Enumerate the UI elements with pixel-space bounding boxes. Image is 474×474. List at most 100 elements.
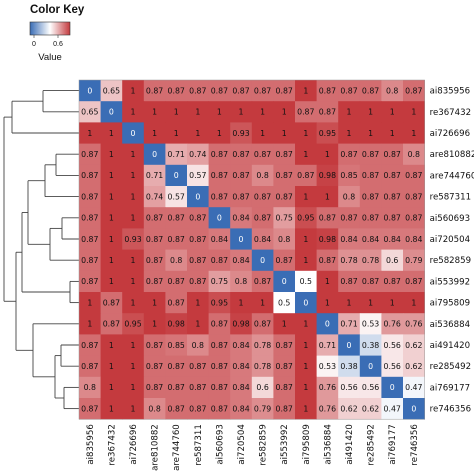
- cell-value-label: 0.75: [211, 277, 228, 286]
- cell-value-label: 1: [152, 129, 157, 138]
- column-label: ai491420: [345, 424, 355, 464]
- heatmap-cell: [273, 80, 296, 102]
- cell-value-label: 0.87: [211, 341, 228, 350]
- cell-value-label: 0.87: [276, 362, 293, 371]
- heatmap-cell: [100, 334, 123, 356]
- row-label: ai536884: [430, 320, 470, 330]
- cell-value-label: 1: [131, 86, 136, 95]
- cell-value-label: 1: [325, 298, 330, 307]
- heatmap-cell: [251, 101, 274, 123]
- heatmap-cell: [403, 376, 425, 399]
- cell-value-label: 0.87: [254, 214, 271, 223]
- cell-value-label: 0.95: [211, 298, 228, 307]
- heatmap-cell: [122, 376, 145, 399]
- cell-value-label: 0.87: [189, 86, 206, 95]
- cell-value-label: 0.87: [103, 298, 120, 307]
- cell-value-label: 1: [368, 298, 373, 307]
- heatmap-cell: [359, 164, 382, 187]
- cell-value-label: 1: [260, 108, 265, 117]
- column-label: re582859: [259, 424, 269, 465]
- heatmap-cell: [295, 292, 317, 314]
- heatmap-cell: [316, 101, 339, 123]
- column-label: ai726696: [129, 424, 139, 464]
- heatmap-cell: [208, 122, 231, 144]
- heatmap-cell: [187, 80, 209, 102]
- cell-value-label: 0: [390, 383, 395, 392]
- cell-value-label: 1: [131, 383, 136, 392]
- cell-value-label: 0.87: [276, 192, 293, 201]
- heatmap-cell: [165, 207, 188, 229]
- heatmap-cell: [79, 164, 101, 187]
- heatmap-cell: [338, 228, 361, 250]
- cell-value-label: 1: [109, 341, 114, 350]
- cell-value-label: 1: [411, 108, 416, 117]
- heatmap-cell: [79, 270, 101, 293]
- cell-value-label: 0.78: [254, 341, 271, 350]
- heatmap-cell: [165, 143, 188, 166]
- cell-value-label: 1: [347, 298, 352, 307]
- heatmap-cell: [230, 292, 253, 314]
- heatmap-cell: [273, 249, 296, 272]
- heatmap-cell: [381, 376, 404, 399]
- heatmap-cell: [251, 164, 274, 187]
- heatmap-cell: [381, 80, 404, 102]
- heatmap-cell: [187, 398, 209, 420]
- cell-value-label: 0.87: [211, 320, 228, 329]
- heatmap-cell: [403, 164, 425, 187]
- cell-value-label: 0.8: [386, 86, 398, 95]
- heatmap-cell: [230, 355, 253, 378]
- heatmap-cell: [338, 186, 361, 208]
- cell-value-label: 0.6: [256, 383, 268, 392]
- row-label: ai720504: [430, 235, 470, 245]
- cell-value-label: 0.95: [319, 129, 336, 138]
- heatmap-cell: [79, 398, 101, 420]
- cell-value-label: 0: [131, 129, 136, 138]
- heatmap-cell: [208, 186, 231, 208]
- heatmap-cell: [359, 249, 382, 272]
- heatmap-cell: [208, 313, 231, 335]
- cell-value-label: 1: [174, 108, 179, 117]
- heatmap-cell: [338, 122, 361, 144]
- heatmap-cell: [316, 398, 339, 420]
- heatmap-cell: [273, 270, 296, 293]
- heatmap-cell: [316, 355, 339, 378]
- cell-value-label: 0.53: [362, 320, 379, 329]
- heatmap-cell: [316, 376, 339, 399]
- heatmap-cell: [122, 292, 145, 314]
- cell-value-label: 0.87: [103, 320, 120, 329]
- heatmap-cell: [359, 313, 382, 335]
- heatmap-cell: [79, 207, 101, 229]
- heatmap-cell: [403, 313, 425, 335]
- heatmap-cell: [143, 334, 166, 356]
- cell-value-label: 1: [303, 404, 308, 413]
- heatmap-cell: [359, 376, 382, 399]
- heatmap-cell: [122, 398, 145, 420]
- heatmap-cell: [100, 355, 123, 378]
- heatmap-cell: [79, 101, 101, 123]
- cell-value-label: 0.98: [319, 171, 336, 180]
- cell-value-label: 1: [325, 150, 330, 159]
- cell-value-label: 0.87: [146, 214, 163, 223]
- heatmap-border: [78, 79, 425, 420]
- cell-value-label: 1: [174, 129, 179, 138]
- heatmap-cell: [381, 355, 404, 378]
- cell-value-label: 0.87: [340, 86, 357, 95]
- cell-value-label: 1: [390, 129, 395, 138]
- heatmap-cell: [100, 164, 123, 187]
- heatmap-cell: [251, 80, 274, 102]
- heatmap-cell: [338, 398, 361, 420]
- heatmap-cell: [187, 228, 209, 250]
- cell-value-label: 0.84: [211, 235, 228, 244]
- cell-value-label: 1: [109, 129, 114, 138]
- heatmap-cell: [165, 186, 188, 208]
- heatmap-cell: [122, 270, 145, 293]
- heatmap-cell: [165, 334, 188, 356]
- heatmap-cell: [122, 334, 145, 356]
- row-label: ai560693: [430, 214, 470, 224]
- cell-value-label: 0.8: [256, 171, 268, 180]
- cell-value-label: 1: [152, 320, 157, 329]
- cell-value-label: 0.5: [300, 277, 312, 286]
- cell-value-label: 0.5: [278, 298, 290, 307]
- cell-value-label: 0.87: [276, 256, 293, 265]
- cell-value-label: 1: [131, 192, 136, 201]
